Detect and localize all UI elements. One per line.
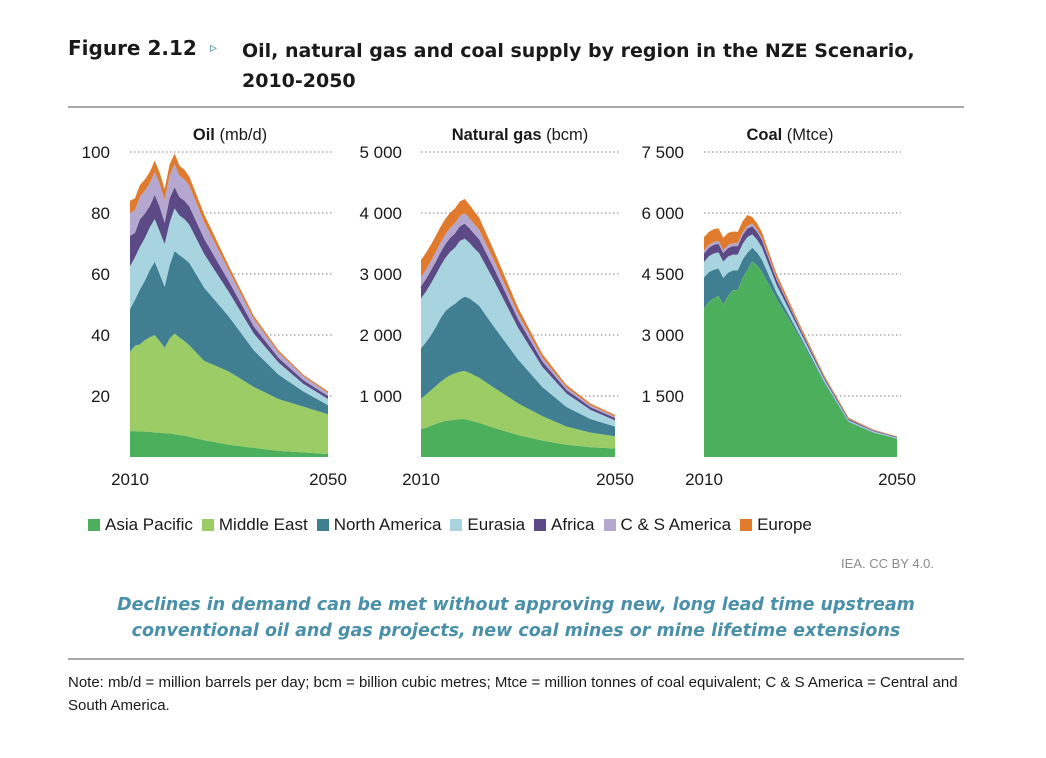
area-c-s-america bbox=[421, 213, 615, 418]
legend-label: Asia Pacific bbox=[105, 515, 193, 534]
credit-line: IEA. CC BY 4.0. bbox=[841, 556, 934, 571]
chart-area: 20 40 60 80 100 Oil (mb/d) 2010 2050 1 000 2 000 3… bbox=[82, 126, 916, 489]
legend-item: Africa bbox=[534, 515, 595, 535]
y-tick-label: 1 500 bbox=[641, 387, 684, 406]
area-eurasia bbox=[704, 234, 897, 439]
area-eurasia bbox=[130, 208, 328, 406]
area-europe bbox=[130, 153, 328, 393]
x-tick-label: 2010 bbox=[402, 470, 440, 489]
area-africa bbox=[704, 226, 897, 438]
y-tick-label: 20 bbox=[91, 387, 110, 406]
area-asia-pacific bbox=[704, 261, 897, 457]
y-tick-label: 5 000 bbox=[359, 143, 402, 162]
legend-label: Europe bbox=[757, 515, 812, 534]
x-tick-label: 2050 bbox=[878, 470, 916, 489]
area-eurasia bbox=[421, 238, 615, 427]
x-tick-label: 2010 bbox=[685, 470, 723, 489]
y-tick-label: 2 000 bbox=[359, 326, 402, 345]
legend-item: North America bbox=[316, 515, 442, 535]
y-tick-label: 7 500 bbox=[641, 143, 684, 162]
legend-label: Africa bbox=[551, 515, 595, 534]
area-north-america bbox=[421, 296, 615, 437]
note-text: Note: mb/d = million barrels per day; bc… bbox=[68, 674, 958, 714]
legend-item: Middle East bbox=[201, 515, 308, 535]
triangle-arrow-icon: ▹ bbox=[210, 39, 218, 55]
legend-item: C & S America bbox=[603, 515, 732, 535]
y-tick-label: 3 000 bbox=[641, 326, 684, 345]
header-divider bbox=[68, 106, 964, 108]
area-middle-east bbox=[421, 370, 615, 449]
y-tick-label: 3 000 bbox=[359, 265, 402, 284]
panel-title: Coal (Mtce) bbox=[746, 126, 833, 144]
legend-swatch bbox=[603, 519, 616, 531]
figure-caption: Declines in demand can be met without ap… bbox=[117, 595, 915, 641]
area-europe bbox=[421, 198, 615, 417]
y-tick-label: 1 000 bbox=[359, 387, 402, 406]
legend-swatch bbox=[88, 519, 100, 531]
figure-label: Figure 2.12 bbox=[68, 36, 197, 60]
legend-label: C & S America bbox=[620, 515, 732, 534]
legend-label: Eurasia bbox=[467, 515, 526, 534]
area-c-s-america bbox=[130, 164, 328, 396]
y-tick-label: 40 bbox=[91, 326, 110, 345]
y-tick-label: 4 000 bbox=[359, 204, 402, 223]
y-tick-label: 4 500 bbox=[641, 265, 684, 284]
area-north-america bbox=[130, 251, 328, 415]
legend-swatch bbox=[316, 519, 329, 531]
panel-title: Natural gas (bcm) bbox=[452, 126, 589, 144]
area-africa bbox=[130, 187, 328, 400]
legend-label: North America bbox=[333, 515, 442, 534]
area-asia-pacific bbox=[130, 431, 328, 457]
area-middle-east bbox=[130, 333, 328, 454]
legend-item: Eurasia bbox=[450, 515, 525, 535]
y-tick-label: 6 000 bbox=[641, 204, 684, 223]
legend-swatch bbox=[201, 519, 214, 531]
legend-label: Middle East bbox=[218, 515, 308, 534]
x-tick-label: 2050 bbox=[596, 470, 634, 489]
legend-item: Europe bbox=[740, 515, 812, 535]
area-africa bbox=[421, 223, 615, 421]
note-divider bbox=[68, 658, 964, 660]
x-tick-label: 2050 bbox=[309, 470, 347, 489]
legend-item: Asia Pacific bbox=[88, 515, 193, 535]
x-tick-label: 2010 bbox=[111, 470, 149, 489]
legend-swatch bbox=[450, 519, 463, 531]
legend-swatch bbox=[534, 519, 547, 531]
y-tick-label: 80 bbox=[91, 204, 110, 223]
area-asia-pacific bbox=[421, 419, 615, 457]
legend-swatch bbox=[740, 519, 753, 531]
legend: Asia Pacific Middle East North America Eura… bbox=[88, 515, 821, 535]
panel-title: Oil (mb/d) bbox=[193, 126, 267, 144]
y-tick-label: 100 bbox=[82, 143, 110, 162]
figure-title: Oil, natural gas and coal supply by regi… bbox=[242, 40, 915, 92]
y-tick-label: 60 bbox=[91, 265, 110, 284]
